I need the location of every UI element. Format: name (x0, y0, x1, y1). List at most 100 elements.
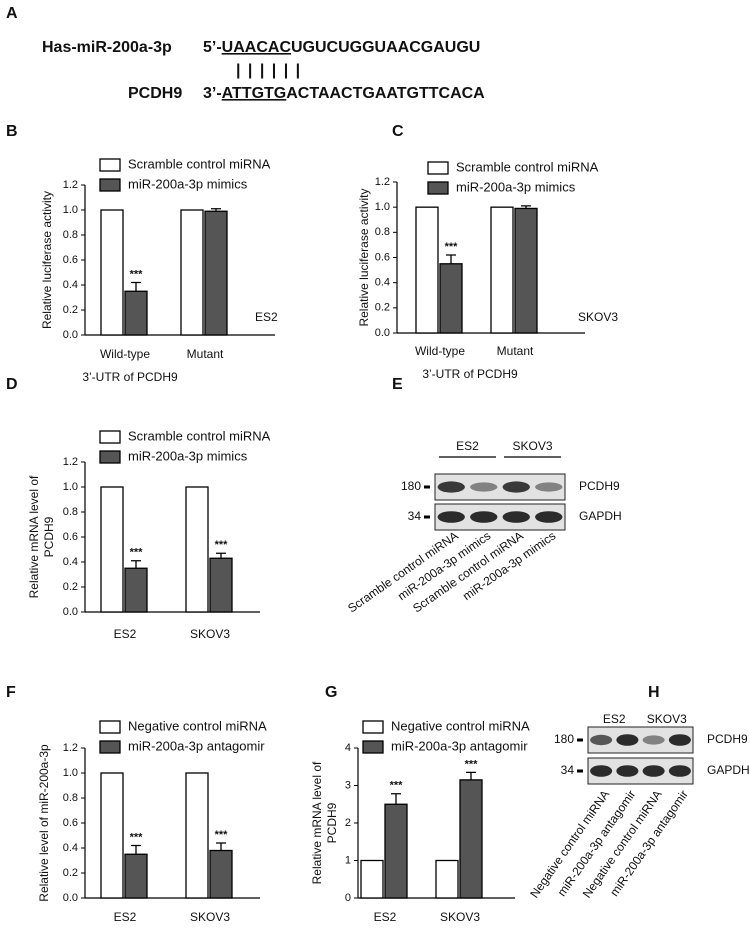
legend-label: Negative control miRNA (391, 718, 530, 733)
x-axis-label: 3’-UTR of PCDH9 (82, 370, 178, 384)
band-label: PCDH9 (579, 479, 620, 493)
y-tick-label: 0.4 (375, 277, 390, 289)
bar (415, 206, 439, 334)
error-bar (216, 552, 226, 559)
x-tick-label: ES2 (114, 910, 137, 924)
sequence-name: Has-miR-200a-3p (42, 39, 172, 56)
y-tick-label: 3 (345, 779, 351, 791)
error-bar (131, 281, 141, 292)
panel-label: A (6, 5, 18, 22)
seed: ATTGTG (222, 85, 287, 102)
y-tick-label: 1.2 (63, 179, 78, 191)
y-tick-label: 0.4 (63, 556, 78, 568)
error-bar (131, 844, 141, 855)
band (590, 734, 613, 746)
y-tick-label: 0.2 (63, 304, 78, 316)
band (642, 735, 665, 745)
y-axis-label: Relative level of miR-200a-3p (37, 744, 51, 902)
seed: UAACAC (222, 39, 292, 56)
legend-swatch (99, 720, 121, 734)
bar (100, 209, 124, 336)
x-tick-label: SKOV3 (190, 627, 230, 641)
y-tick-label: 0.8 (63, 792, 78, 804)
y-axis-label: Relative mRNA level of (310, 761, 324, 884)
x-tick-label: Wild-type (100, 347, 150, 361)
marker-tick (424, 485, 430, 489)
legend-label: miR-200a-3p mimics (128, 176, 248, 191)
band (668, 734, 691, 746)
legend-swatch (99, 430, 121, 444)
x-tick-label: Mutant (497, 344, 534, 358)
error-bar (446, 254, 456, 264)
band (470, 511, 498, 523)
marker-label: 180 (554, 732, 574, 746)
error-bar (466, 771, 476, 780)
marker-tick (577, 738, 583, 742)
band-label: PCDH9 (707, 732, 748, 746)
band (668, 765, 691, 777)
error-bar (391, 793, 401, 805)
group-label: SKOV3 (647, 712, 687, 726)
bar (435, 859, 459, 899)
bar (360, 859, 384, 899)
y-tick-label: 0.2 (375, 302, 390, 314)
sequence: 3’-ATTGTGACTAACTGAATGTTCACA (203, 85, 485, 102)
panel-label: F (6, 684, 16, 701)
pairing: | | | | | | (236, 62, 300, 79)
y-tick-label: 0.6 (375, 251, 390, 263)
legend-swatch (99, 158, 121, 172)
panel-label: C (392, 123, 404, 140)
bar (124, 853, 148, 899)
significance: *** (130, 268, 144, 280)
y-tick-label: 0.8 (63, 506, 78, 518)
legend-label: miR-200a-3p mimics (456, 179, 576, 194)
legend-label: Scramble control miRNA (456, 159, 599, 174)
marker-label: 180 (401, 479, 421, 493)
error-bar (216, 842, 226, 851)
x-tick-label: SKOV3 (190, 910, 230, 924)
panel-label: D (6, 376, 18, 393)
significance: *** (130, 547, 144, 559)
marker-label: 34 (561, 763, 575, 777)
y-tick-label: 0.6 (63, 254, 78, 266)
band (535, 511, 563, 523)
sequence-rest: UGUCUGGUAACGAUGU (291, 39, 480, 56)
annotation: ES2 (255, 310, 278, 324)
x-tick-label: Mutant (187, 347, 224, 361)
significance: *** (130, 831, 144, 843)
y-tick-label: 0.2 (63, 581, 78, 593)
panel-label: H (648, 684, 660, 701)
band (437, 481, 465, 493)
band (502, 481, 530, 493)
bar (209, 849, 233, 899)
y-tick-label: 0.0 (375, 327, 390, 339)
y-tick-label: 0.2 (63, 867, 78, 879)
error-bar (131, 560, 141, 569)
y-axis-label: Relative mRNA level of (27, 475, 41, 598)
legend-label: Scramble control miRNA (128, 156, 271, 171)
y-axis-label: Relative luciferase activity (357, 188, 371, 326)
y-tick-label: 1.0 (63, 767, 78, 779)
x-tick-label: Wild-type (415, 344, 465, 358)
y-tick-label: 1.2 (375, 176, 390, 188)
y-tick-label: 0.0 (63, 892, 78, 904)
y-axis-label: PCDH9 (325, 802, 339, 843)
bar (439, 263, 463, 334)
panel-label: E (392, 376, 403, 393)
bar (514, 207, 538, 334)
group-label: ES2 (456, 439, 479, 453)
panel-label: G (325, 684, 337, 701)
group-label: ES2 (603, 712, 626, 726)
group-label: SKOV3 (512, 439, 552, 453)
x-tick-label: ES2 (114, 627, 137, 641)
bar (204, 210, 228, 336)
band (470, 482, 498, 492)
legend-swatch (427, 181, 449, 195)
y-tick-label: 0.6 (63, 817, 78, 829)
legend-swatch (99, 178, 121, 192)
y-tick-label: 0.6 (63, 531, 78, 543)
y-tick-label: 0 (345, 892, 351, 904)
y-tick-label: 1.0 (63, 204, 78, 216)
bar (180, 209, 204, 336)
